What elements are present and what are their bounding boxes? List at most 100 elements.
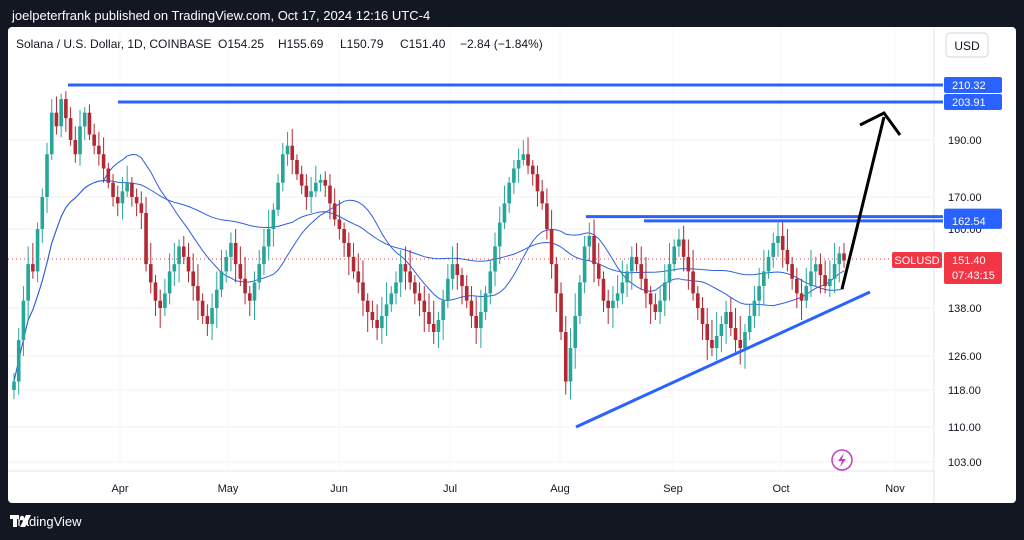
candle <box>384 304 389 316</box>
candle <box>172 264 177 272</box>
candle <box>417 293 422 301</box>
candle <box>224 256 229 272</box>
price-chart[interactable]: Solana / U.S. Dollar, 1D, COINBASE O154.… <box>8 27 1016 503</box>
candle <box>238 264 243 279</box>
candle <box>795 278 799 294</box>
candle <box>247 293 252 301</box>
candle <box>493 246 497 272</box>
ascending-trendline[interactable] <box>575 290 871 429</box>
time-axis[interactable]: Apr May Jun Jul Aug Sep Oct Nov <box>111 483 905 495</box>
candle <box>606 300 611 308</box>
footer-brand: TradingView <box>10 514 82 529</box>
candle <box>733 328 738 340</box>
candle <box>573 316 577 348</box>
candle <box>408 271 412 283</box>
candle <box>667 264 672 283</box>
currency-button[interactable] <box>945 32 989 58</box>
candle <box>276 182 280 210</box>
y-tick-label: 126.00 <box>948 351 982 363</box>
horizontal-levels[interactable] <box>68 83 943 223</box>
candle <box>512 168 516 183</box>
candle <box>177 246 181 265</box>
candle <box>314 182 318 192</box>
candle <box>139 203 144 213</box>
last-price-tag <box>944 252 1002 284</box>
candle <box>295 159 299 175</box>
candle <box>210 308 214 324</box>
candle <box>82 112 87 127</box>
candle <box>790 264 794 279</box>
candle <box>375 320 379 328</box>
candle <box>828 278 832 287</box>
x-tick-label: May <box>218 483 239 495</box>
candle <box>40 197 45 229</box>
candle <box>389 293 394 305</box>
candle <box>12 381 16 390</box>
y-tick-label: 138.00 <box>948 303 982 315</box>
candle <box>59 99 63 127</box>
candle <box>257 264 262 283</box>
candle <box>290 145 295 160</box>
candle <box>422 300 427 312</box>
candle <box>842 253 846 261</box>
currency-label: USD <box>954 39 980 53</box>
candle <box>507 182 511 204</box>
candle <box>502 203 507 223</box>
y-tick-label: 118.00 <box>948 385 981 397</box>
candle <box>620 282 625 294</box>
candle <box>120 191 125 204</box>
chart-panel: Solana / U.S. Dollar, 1D, COINBASE O154.… <box>8 27 1016 503</box>
lightning-bolt-icon <box>838 453 846 467</box>
candle <box>757 286 761 301</box>
candle <box>696 293 700 308</box>
candle <box>497 222 502 247</box>
candle <box>738 340 743 348</box>
candle <box>563 332 568 382</box>
candle <box>592 235 596 265</box>
grid-layer <box>8 27 934 471</box>
symbol-tag-label: SOLUSD <box>894 255 939 267</box>
candle <box>219 271 224 290</box>
candle <box>672 246 677 265</box>
candle <box>799 293 804 301</box>
candles <box>12 91 846 400</box>
candle <box>243 278 247 294</box>
candle <box>398 264 403 283</box>
lightning-icon[interactable] <box>831 449 853 471</box>
candle <box>578 282 582 316</box>
candle <box>21 300 26 340</box>
drawings[interactable] <box>575 111 902 429</box>
ohlc-close: C151.40 <box>400 37 446 51</box>
ohlc-low: L150.79 <box>340 37 384 51</box>
candle <box>148 264 153 283</box>
candle <box>49 112 54 155</box>
candle <box>78 126 82 155</box>
candle <box>658 300 662 312</box>
candle <box>130 182 134 197</box>
candle <box>266 229 271 247</box>
candle <box>342 229 346 243</box>
candle <box>464 286 469 301</box>
y-tick-label: 170.00 <box>948 192 982 204</box>
candle <box>469 300 474 316</box>
candle <box>441 300 445 320</box>
candle <box>394 282 398 294</box>
projection-arrow[interactable] <box>840 116 886 290</box>
candle <box>125 182 129 192</box>
ohlc-high: H155.69 <box>278 37 324 51</box>
candle <box>516 159 521 169</box>
price-axis[interactable]: 190.00170.00160.00138.00126.00118.00110.… <box>944 77 1002 469</box>
level-tag <box>944 77 1002 93</box>
candle <box>526 154 530 166</box>
candle <box>521 154 526 160</box>
candle <box>309 191 313 197</box>
x-tick-label: Oct <box>772 483 789 495</box>
candle <box>186 256 191 272</box>
candle <box>460 275 464 287</box>
candle <box>479 312 483 328</box>
candle <box>752 300 757 316</box>
candle <box>323 179 328 186</box>
candle <box>181 246 186 257</box>
x-tick-label: Apr <box>111 483 128 495</box>
